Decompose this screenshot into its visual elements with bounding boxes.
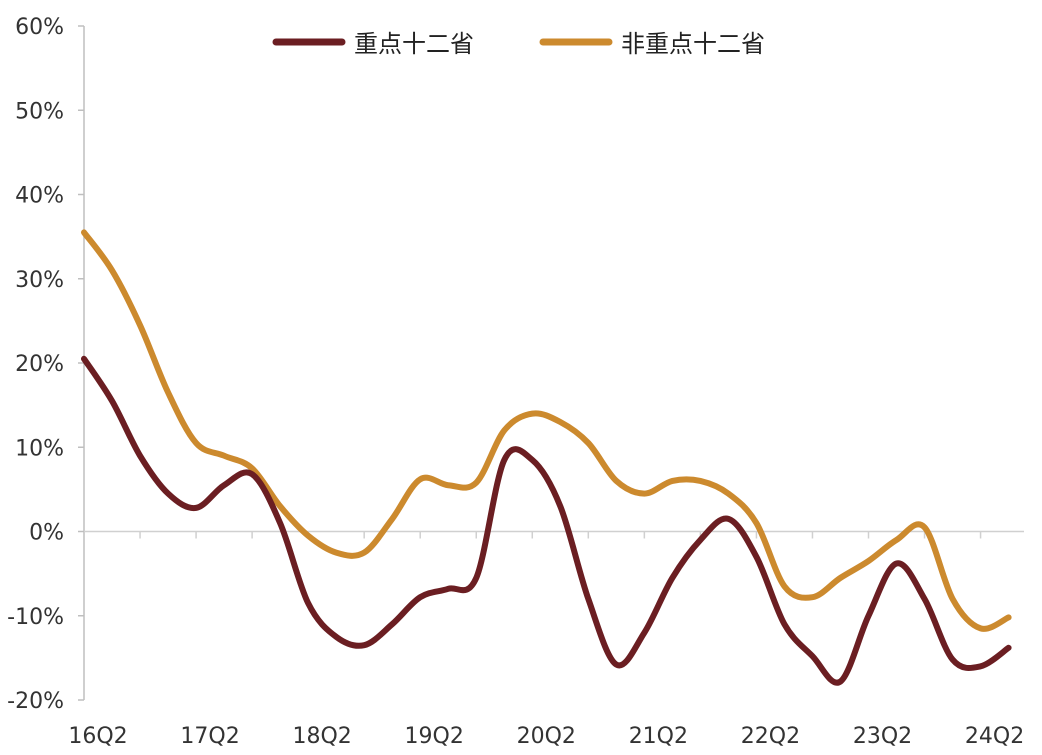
series-line-non-key-twelve [81, 229, 1012, 632]
x-tick-label: 16Q2 [68, 724, 127, 749]
chart-legend: 重点十二省 非重点十二省 [272, 30, 765, 58]
x-tick-label: 20Q2 [517, 724, 576, 749]
y-tick-label: 30% [15, 268, 64, 293]
chart-axes: -20% -10% 0% 10% 20% 30% 40% 50% 60% 16Q2 17Q2 18Q2… [7, 15, 1024, 749]
y-tick-label: -10% [7, 605, 64, 630]
x-tick-label: 18Q2 [292, 724, 351, 749]
series-layer [81, 229, 1012, 686]
x-tick-label: 23Q2 [853, 724, 912, 749]
series-line-key-twelve [81, 355, 1012, 686]
x-tick-label: 24Q2 [965, 724, 1024, 749]
y-tick-label: 20% [15, 352, 64, 377]
x-tick-label: 22Q2 [741, 724, 800, 749]
y-tick-label: -20% [7, 689, 64, 714]
x-tick-label: 21Q2 [629, 724, 688, 749]
legend-label: 重点十二省 [354, 30, 474, 58]
y-tick-label: 60% [15, 15, 64, 40]
y-tick-label: 50% [15, 99, 64, 124]
x-tick-label: 19Q2 [405, 724, 464, 749]
x-tick-label: 17Q2 [180, 724, 239, 749]
legend-label: 非重点十二省 [621, 30, 765, 58]
y-tick-label: 40% [15, 184, 64, 209]
y-tick-label: 0% [29, 521, 64, 546]
y-tick-label: 10% [15, 436, 64, 461]
